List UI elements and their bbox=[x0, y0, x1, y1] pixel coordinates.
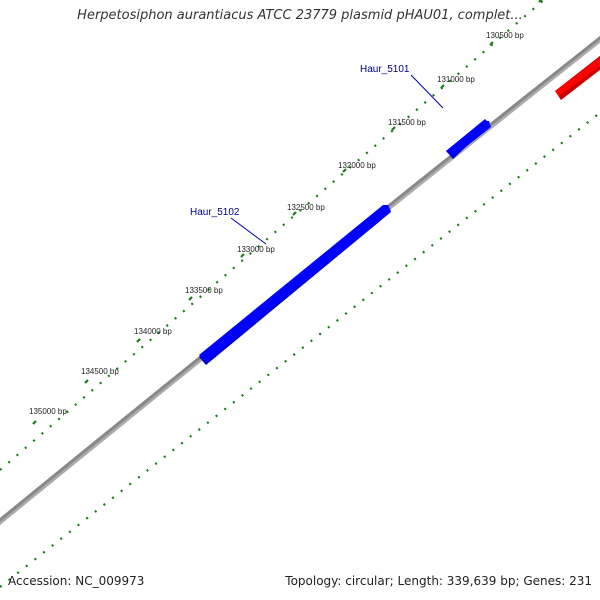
gene-label-haur-5101[interactable]: Haur_5101 bbox=[360, 64, 410, 75]
accession-label: Accession: NC_009973 bbox=[8, 574, 145, 588]
gene-arrow-haur-5102[interactable] bbox=[199, 205, 391, 365]
tick-label: 132500 bp bbox=[287, 203, 325, 212]
major-tick-mark bbox=[391, 126, 396, 131]
major-tick-mark bbox=[489, 41, 494, 46]
tick-label: 131000 bp bbox=[437, 75, 475, 84]
major-tick-mark bbox=[538, 0, 543, 3]
outer-tick-ring bbox=[0, 0, 546, 471]
gene-label-haur-5102[interactable]: Haur_5102 bbox=[190, 207, 240, 218]
tick-label: 130500 bp bbox=[486, 31, 524, 40]
gene-label-leader-haur-5102 bbox=[230, 217, 267, 245]
major-tick-mark bbox=[136, 338, 141, 343]
tick-label: 135000 bp bbox=[29, 407, 67, 416]
major-tick-mark bbox=[240, 253, 245, 258]
gene-label-leader-haur-5101 bbox=[410, 74, 444, 109]
major-tick-mark bbox=[292, 211, 297, 216]
tick-label: 133000 bp bbox=[237, 245, 275, 254]
major-tick-mark bbox=[440, 84, 445, 89]
inner-tick-ring bbox=[0, 111, 600, 588]
tick-label: 133500 bp bbox=[185, 286, 223, 295]
major-tick-mark bbox=[84, 379, 89, 384]
tick-label: 134000 bp bbox=[134, 327, 172, 336]
major-tick-mark bbox=[188, 296, 193, 301]
sequence-summary: Topology: circular; Length: 339,639 bp; … bbox=[285, 574, 592, 588]
tick-label: 132000 bp bbox=[338, 161, 376, 170]
gene-arrow-haur-5101[interactable] bbox=[446, 119, 491, 159]
gene-arrow-reverse[interactable] bbox=[555, 52, 600, 100]
map-title: Herpetosiphon aurantiacus ATCC 23779 pla… bbox=[77, 8, 523, 23]
tick-label: 134500 bp bbox=[81, 367, 119, 376]
major-tick-mark bbox=[342, 168, 347, 173]
tick-label: 131500 bp bbox=[388, 118, 426, 127]
major-tick-mark bbox=[32, 420, 37, 425]
